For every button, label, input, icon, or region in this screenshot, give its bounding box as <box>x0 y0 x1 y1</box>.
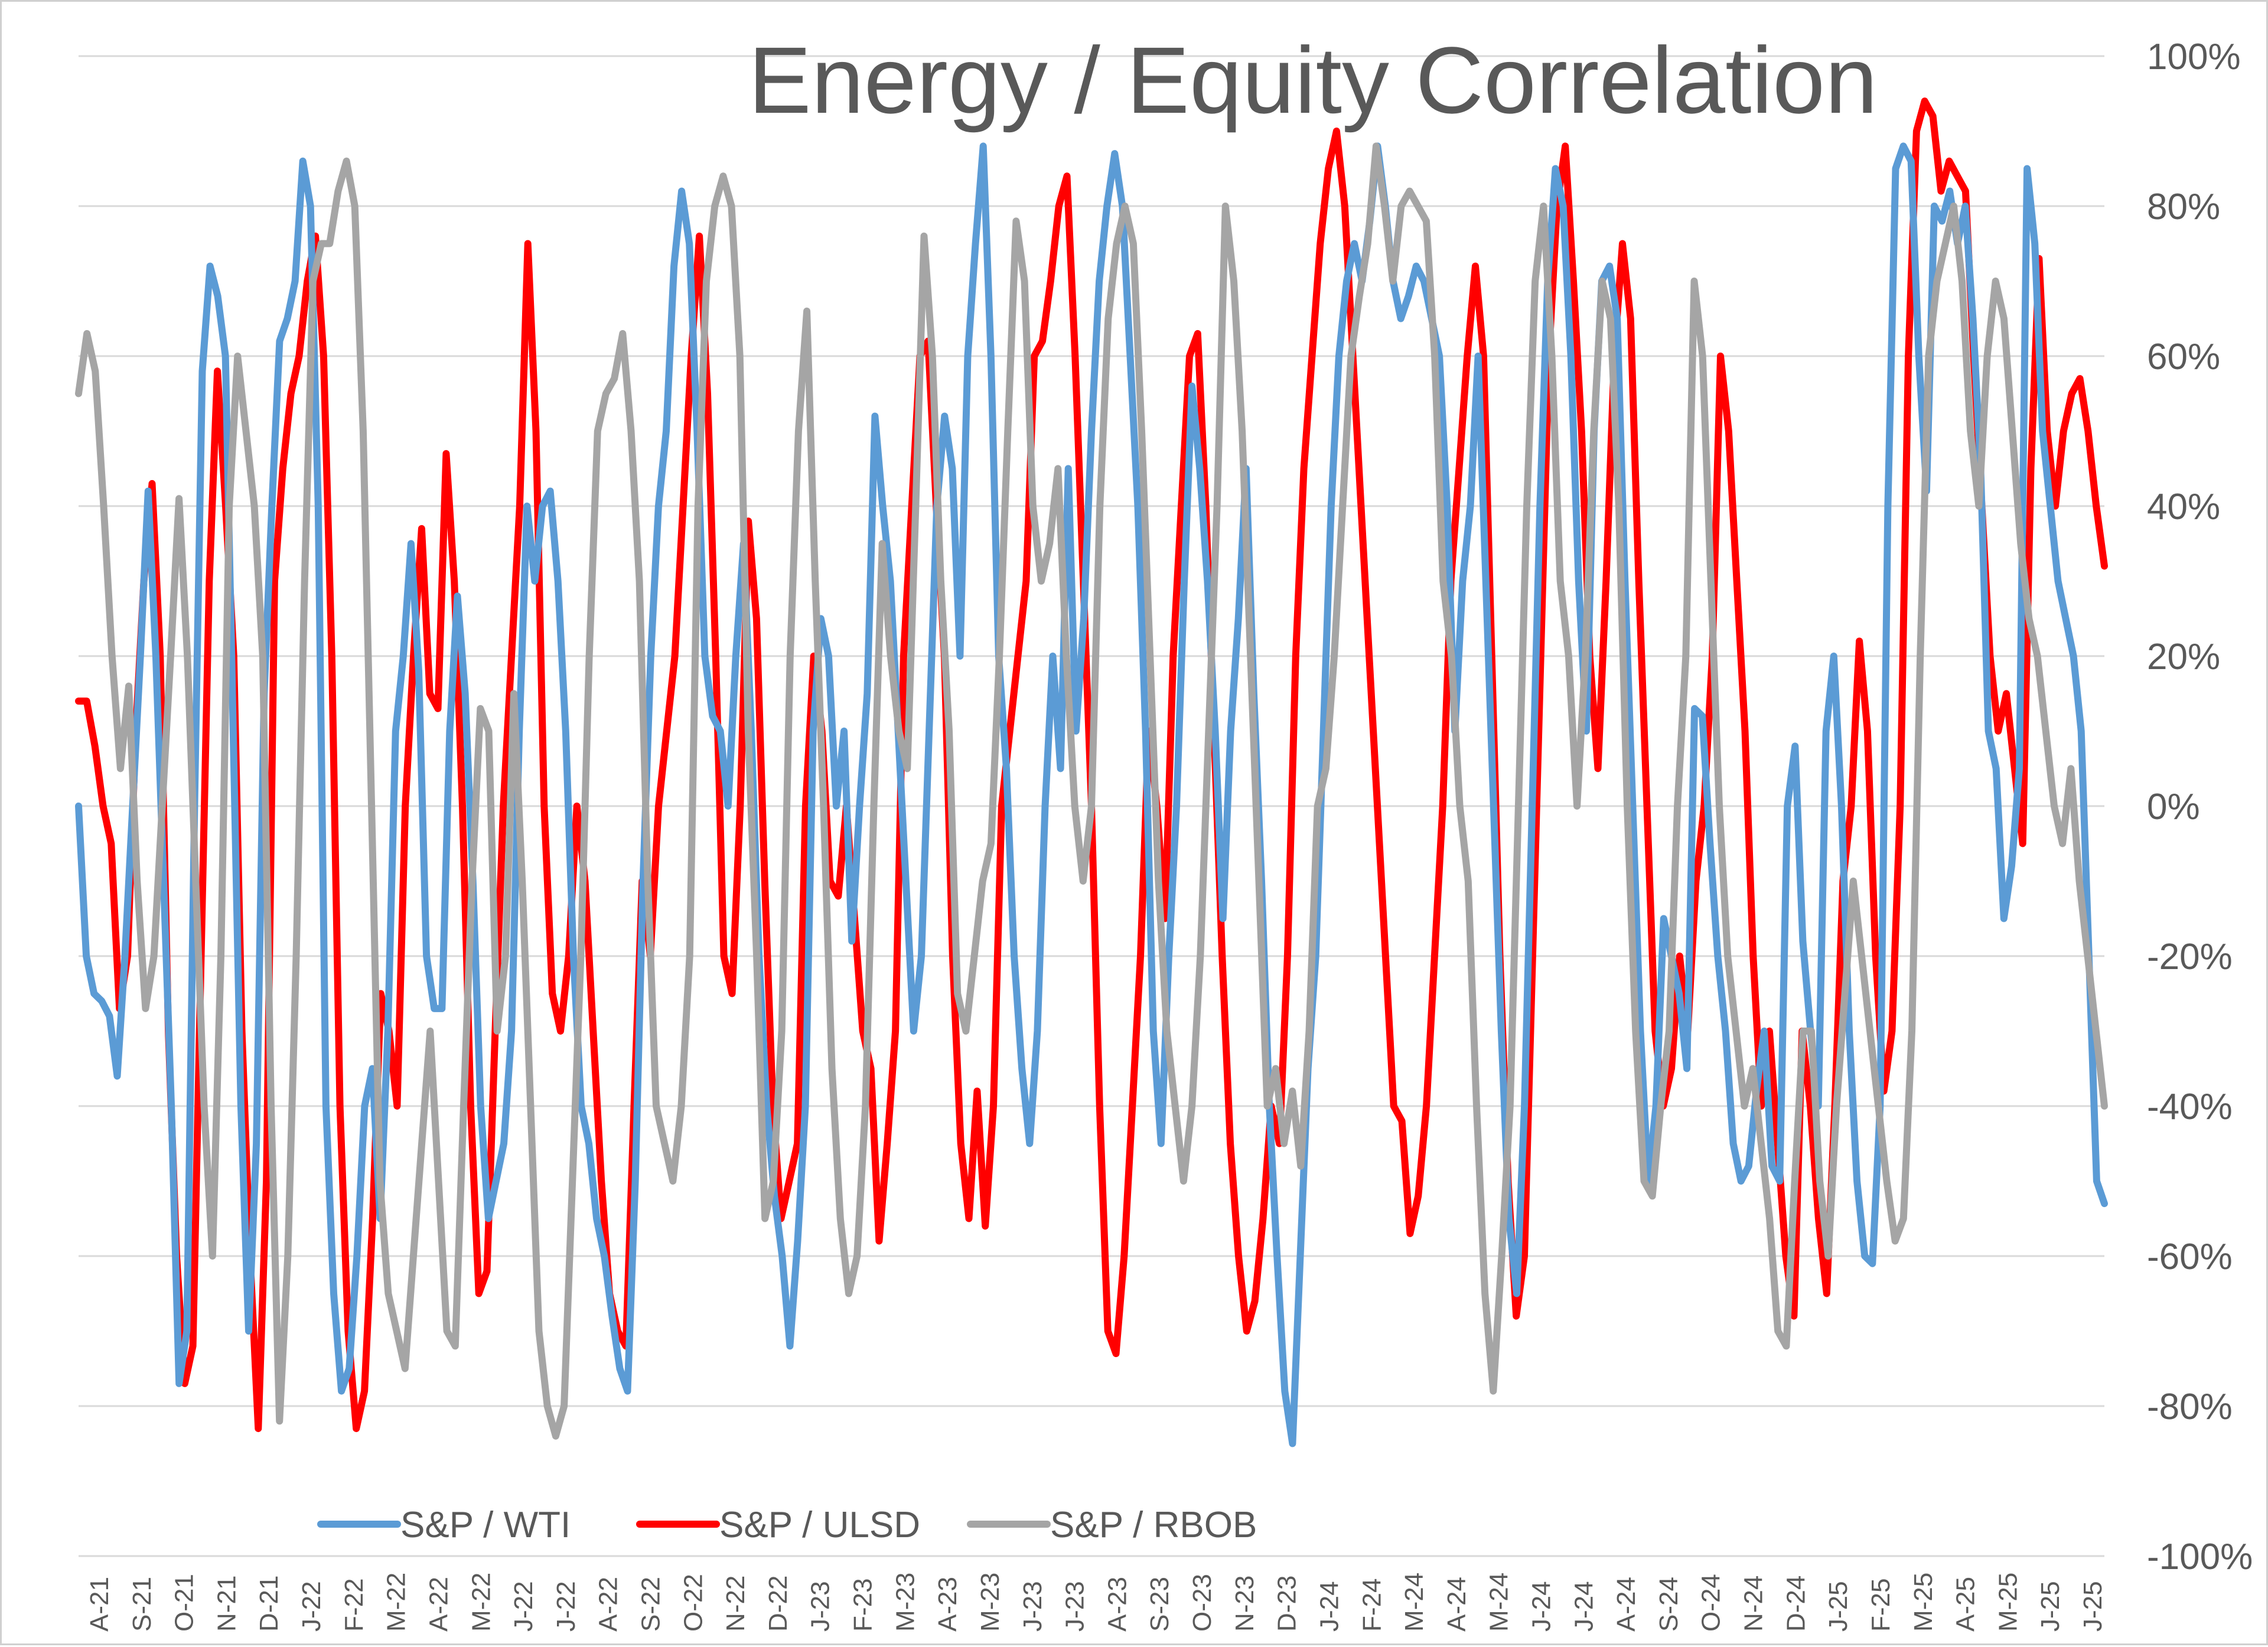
x-tick-label: M-23 <box>891 1573 920 1632</box>
x-tick-label: M-23 <box>976 1573 1005 1632</box>
y-tick-label: -60% <box>2147 1237 2233 1277</box>
x-tick-label: F-22 <box>340 1578 369 1632</box>
x-tick-label: M-22 <box>467 1573 496 1632</box>
x-tick-label: M-25 <box>1993 1573 2022 1632</box>
x-tick-label: A-24 <box>1442 1577 1471 1632</box>
x-tick-label: N-23 <box>1230 1576 1259 1632</box>
x-tick-label: D-21 <box>255 1576 284 1632</box>
x-tick-label: A-22 <box>424 1577 453 1632</box>
x-tick-label: O-21 <box>170 1574 199 1632</box>
x-tick-label: N-21 <box>212 1576 241 1632</box>
x-tick-label: D-22 <box>764 1576 793 1632</box>
x-tick-label: M-22 <box>382 1573 411 1632</box>
y-tick-label: 80% <box>2147 187 2220 227</box>
legend-label: S&P / ULSD <box>719 1505 920 1545</box>
y-tick-label: -40% <box>2147 1087 2233 1127</box>
series-lines <box>75 97 2108 1447</box>
x-tick-label: M-25 <box>1909 1573 1938 1632</box>
legend-label: S&P / WTI <box>400 1505 571 1545</box>
x-tick-label: N-22 <box>721 1576 750 1632</box>
x-tick-label: M-24 <box>1485 1573 1514 1632</box>
x-tick-label: J-25 <box>2036 1581 2065 1632</box>
x-tick-label: D-24 <box>1781 1576 1810 1632</box>
x-tick-label: J-24 <box>1527 1581 1556 1632</box>
y-tick-label: 60% <box>2147 337 2220 377</box>
x-tick-label: S-21 <box>128 1577 157 1632</box>
x-tick-label: A-23 <box>933 1577 962 1632</box>
y-tick-label: -80% <box>2147 1387 2233 1427</box>
x-tick-label: A-21 <box>85 1577 114 1632</box>
y-axis-tick-labels: 100% 80% 60% 40% 20% 0% -20% -40% -60% -80% -100% <box>2147 37 2253 1577</box>
y-tick-label: 100% <box>2147 37 2241 77</box>
x-tick-label: F-25 <box>1866 1578 1895 1632</box>
x-tick-label: D-23 <box>1273 1576 1302 1632</box>
x-axis-tick-labels: A-21 S-21 O-21 N-21 D-21 J-22 F-22 M-22 A-22 M-22… <box>85 1573 2107 1632</box>
x-tick-label: S-24 <box>1654 1577 1683 1632</box>
chart-title: Energy / Equity Correlation <box>748 27 1878 133</box>
x-tick-label: N-24 <box>1739 1576 1768 1632</box>
x-tick-label: A-25 <box>1951 1577 1980 1632</box>
legend-label: S&P / RBOB <box>1050 1505 1257 1545</box>
y-tick-label: 0% <box>2147 787 2200 827</box>
x-tick-label: J-22 <box>297 1581 326 1632</box>
x-tick-label: J-23 <box>1061 1581 1090 1632</box>
x-tick-label: J-23 <box>1018 1581 1047 1632</box>
y-tick-label: -20% <box>2147 937 2233 977</box>
y-tick-label: 40% <box>2147 487 2220 527</box>
series-line-0 <box>75 142 2108 1447</box>
x-tick-label: O-24 <box>1697 1574 1726 1632</box>
x-tick-label: J-25 <box>2078 1581 2107 1632</box>
y-tick-label: 20% <box>2147 637 2220 677</box>
x-tick-label: M-24 <box>1400 1573 1429 1632</box>
x-tick-label: F-23 <box>849 1578 878 1632</box>
x-tick-label: J-22 <box>509 1581 538 1632</box>
x-tick-label: J-24 <box>1315 1581 1344 1632</box>
legend: S&P / WTI S&P / ULSD S&P / RBOB <box>317 1505 1257 1545</box>
x-tick-label: S-23 <box>1145 1577 1174 1632</box>
x-tick-label: J-25 <box>1824 1581 1853 1632</box>
x-tick-label: J-24 <box>1569 1581 1598 1632</box>
x-tick-label: A-22 <box>594 1577 623 1632</box>
x-tick-label: S-22 <box>637 1577 666 1632</box>
x-tick-label: J-23 <box>806 1581 835 1632</box>
y-tick-label: -100% <box>2147 1537 2253 1577</box>
x-tick-label: O-23 <box>1188 1574 1217 1632</box>
x-tick-label: A-24 <box>1612 1577 1641 1632</box>
series-line-2 <box>75 142 2108 1440</box>
x-tick-label: A-23 <box>1103 1577 1132 1632</box>
x-tick-label: O-22 <box>679 1574 708 1632</box>
x-tick-label: J-22 <box>552 1581 581 1632</box>
x-tick-label: F-24 <box>1357 1578 1386 1632</box>
